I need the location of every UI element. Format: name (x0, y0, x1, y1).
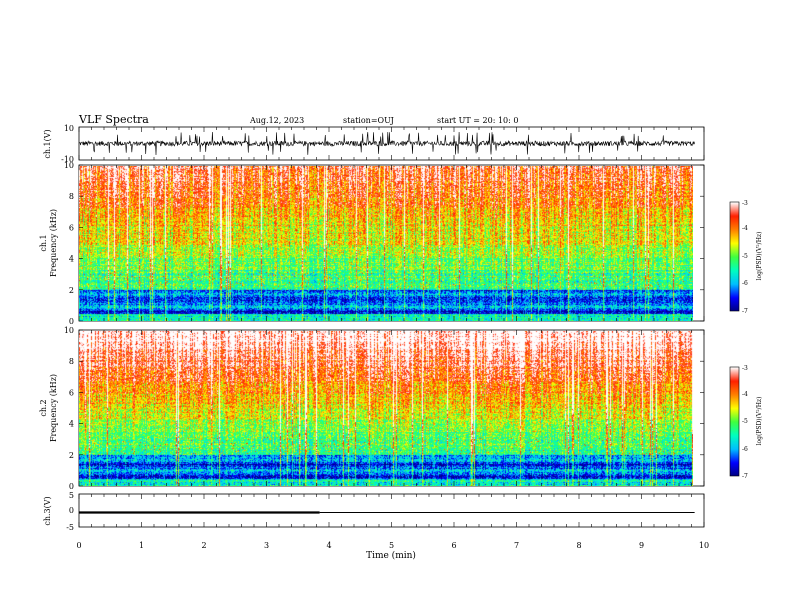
ch2-colorbar: -3 -4 -5 -6 -7 log(PSD)(V²/Hz) (729, 365, 763, 480)
ch3-level-ylabel: ch.3(V) (43, 496, 52, 525)
ch2-spectrogram-y-ticks: 0 2 4 6 8 10 (64, 326, 704, 491)
ch2-colorbar-tick-m4: -4 (742, 391, 748, 398)
ch1-waveform-panel: 10 -10 ch.1(V) (43, 124, 705, 164)
ch3-y-tick-mid: 0 (69, 506, 74, 515)
ch1-spectrogram-ylabel-frequency: Frequency (kHz) (49, 209, 58, 277)
ch1-colorbar-tick-m5: -5 (742, 253, 748, 260)
ch2-spectrogram-image (79, 331, 693, 486)
time-tick-label-1: 1 (139, 541, 144, 550)
ch1-waveform-ylabel: ch.1(V) (43, 129, 52, 158)
ch2-spectrogram-y-tick-8: 8 (69, 357, 74, 366)
ch1-spectrogram-x-tick-marks (78, 165, 705, 321)
ch2-colorbar-tick-m7: -7 (742, 473, 748, 480)
time-tick-label-8: 8 (576, 541, 581, 550)
time-tick-label-4: 4 (326, 541, 331, 550)
ch2-spectrogram-y-tick-10: 10 (64, 326, 74, 335)
ch1-colorbar-frame (729, 201, 740, 312)
ch1-colorbar-label: log(PSD)(V²/Hz) (756, 232, 763, 281)
ch3-y-tick-top: 5 (69, 491, 74, 500)
ch1-waveform-trace (78, 131, 695, 156)
ch2-colorbar-tick-m3: -3 (742, 365, 748, 372)
time-tick-label-3: 3 (264, 541, 269, 550)
time-axis-label: Time (min) (366, 550, 416, 561)
ch1-spectrogram-y-tick-6: 6 (69, 223, 74, 232)
ch1-spectrogram-y-tick-4: 4 (69, 255, 74, 264)
ch2-colorbar-gradient (730, 367, 739, 476)
ch1-colorbar-tick-m7: -7 (742, 308, 748, 315)
ch1-waveform-tick-marks (78, 127, 705, 160)
ch1-colorbar-gradient (730, 202, 739, 311)
ch2-spectrogram-y-tick-6: 6 (69, 388, 74, 397)
ch1-spectrogram-panel: 0 2 4 6 8 10 ch.1 Frequency (kHz) (39, 161, 705, 326)
time-tick-label-10: 10 (699, 541, 709, 550)
ch1-spectrogram-ylabel-channel: ch.1 (39, 234, 48, 251)
ch2-spectrogram-y-tick-2: 2 (69, 451, 74, 460)
time-tick-label-6: 6 (451, 541, 456, 550)
ch2-spectrogram-y-tick-4: 4 (69, 420, 74, 429)
ch1-colorbar: -3 -4 -5 -6 -7 log(PSD)(V²/Hz) (729, 200, 763, 315)
time-tick-label-7: 7 (514, 541, 519, 550)
ch3-level-panel: 5 0 -5 ch.3(V) (43, 491, 705, 532)
ch2-spectrogram-y-tick-0: 0 (69, 482, 74, 491)
ch2-spectrogram-x-tick-marks (78, 330, 705, 486)
ch1-spectrogram-y-ticks: 0 2 4 6 8 10 (64, 161, 704, 326)
figure-title: VLF Spectra (78, 113, 149, 126)
ch2-colorbar-frame (729, 366, 740, 477)
ch1-y-tick-top: 10 (64, 124, 74, 133)
ch2-spectrogram-ylabel-channel: ch.2 (39, 399, 48, 416)
time-tick-label-9: 9 (639, 541, 644, 550)
ch3-tick-marks (78, 494, 705, 527)
ch2-spectrogram-ylabel-frequency: Frequency (kHz) (49, 374, 58, 442)
station-label: station=OUJ (343, 116, 394, 125)
time-tick-label-0: 0 (76, 541, 81, 550)
ch1-spectrogram-y-tick-10: 10 (64, 161, 74, 170)
ch1-colorbar-tick-m4: -4 (742, 225, 748, 232)
ch2-colorbar-label: log(PSD)(V²/Hz) (756, 397, 763, 446)
ch1-spectrogram-y-tick-0: 0 (69, 317, 74, 326)
ch1-colorbar-tick-m6: -6 (742, 280, 748, 287)
ch1-spectrogram-y-tick-8: 8 (69, 192, 74, 201)
date-label: Aug.12, 2023 (249, 116, 304, 125)
ch1-y-tick-bottom: -10 (61, 155, 74, 164)
ch2-colorbar-tick-m5: -5 (742, 418, 748, 425)
time-axis-tick-labels: 0 1 2 3 4 5 6 7 8 9 10 (76, 541, 709, 550)
ch2-spectrogram-panel: 0 2 4 6 8 10 ch.2 Frequency (kHz) (39, 326, 705, 491)
ch3-y-tick-bottom: -5 (66, 523, 74, 532)
ch1-spectrogram-image (79, 166, 693, 321)
ch1-colorbar-tick-m3: -3 (742, 200, 748, 207)
time-tick-label-5: 5 (389, 541, 394, 550)
ch2-colorbar-tick-m6: -6 (742, 446, 748, 453)
ch1-spectrogram-y-tick-2: 2 (69, 286, 74, 295)
start-time-label: start UT = 20: 10: 0 (437, 116, 518, 125)
time-tick-label-2: 2 (201, 541, 206, 550)
